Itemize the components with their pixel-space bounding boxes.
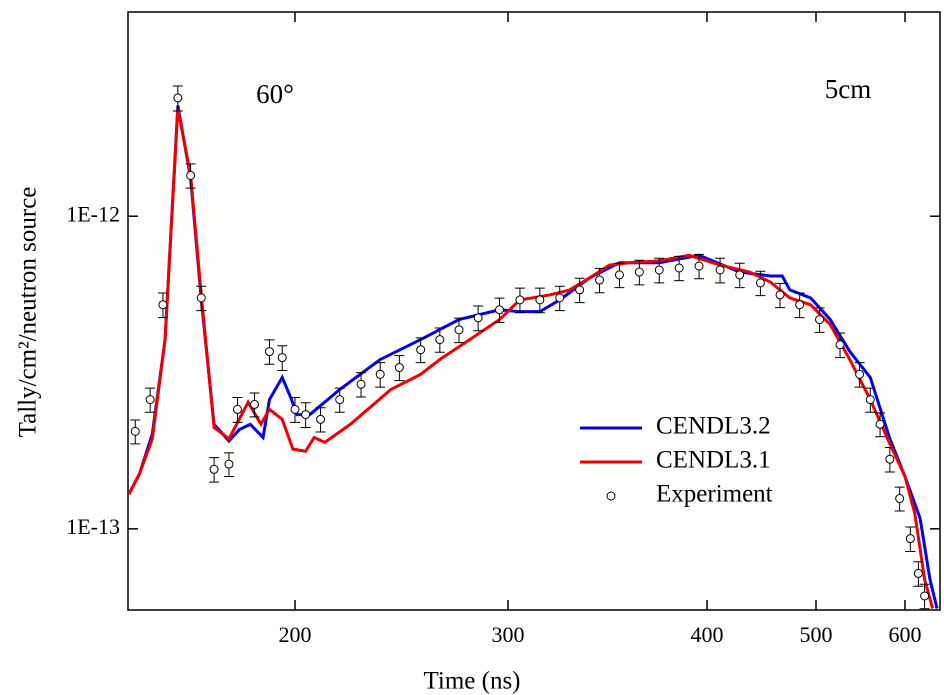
data-point [158,300,168,310]
data-point [614,270,624,280]
x-axis-label: Time (ns) [423,668,520,695]
data-line [128,108,935,609]
annotation: 60° [256,79,294,109]
data-point [375,369,385,379]
data-point [735,270,745,280]
data-point [494,305,504,315]
data-point [674,263,684,273]
data-line [128,105,939,609]
data-point [454,325,464,335]
data-point [435,335,445,345]
legend-label: CENDL3.2 [656,413,771,440]
data-point [394,363,404,373]
x-tick-label: 400 [691,622,724,647]
data-point [875,419,885,429]
data-point [277,353,287,363]
x-tick-label: 200 [279,622,312,647]
x-tick-label: 500 [800,622,833,647]
data-point [855,369,865,379]
data-point [755,278,765,288]
data-point [895,494,905,504]
data-point [301,410,311,420]
data-point [555,293,565,303]
data-point [209,464,219,474]
data-point [145,395,155,405]
legend-label: CENDL3.1 [656,447,771,474]
y-tick-label: 1E-12 [66,201,120,226]
data-point [316,414,326,424]
data-point [173,93,183,103]
data-point [795,300,805,310]
data-point [920,591,930,601]
y-axis-label: Tally/cm²/neutron source [15,187,42,438]
data-point [264,347,274,357]
legend-label: Experiment [656,481,773,508]
x-tick-label: 600 [889,622,922,647]
data-point [694,261,704,271]
data-point [905,534,915,544]
x-tick-label: 300 [492,622,525,647]
data-point [775,290,785,300]
data-point [835,340,845,350]
data-point [634,267,644,277]
data-point [815,315,825,325]
data-point [473,313,483,323]
data-point [913,568,923,578]
data-point [356,379,366,389]
plot-frame [127,11,941,611]
data-point [224,459,234,469]
data-point [186,170,196,180]
data-point [290,404,300,414]
data-point [595,275,605,285]
data-point [416,345,426,355]
data-point [575,285,585,295]
data-point [535,295,545,305]
data-point [335,395,345,405]
data-point [654,265,664,275]
data-point [130,426,140,436]
data-point [885,454,895,464]
legend-swatch [606,491,616,501]
y-tick-label: 1E-13 [66,514,120,539]
data-point [232,404,242,414]
data-point [715,265,725,275]
data-point [196,293,206,303]
data-point [515,295,525,305]
data-point [250,399,260,409]
data-point [865,395,875,405]
annotation: 5cm [825,74,872,104]
